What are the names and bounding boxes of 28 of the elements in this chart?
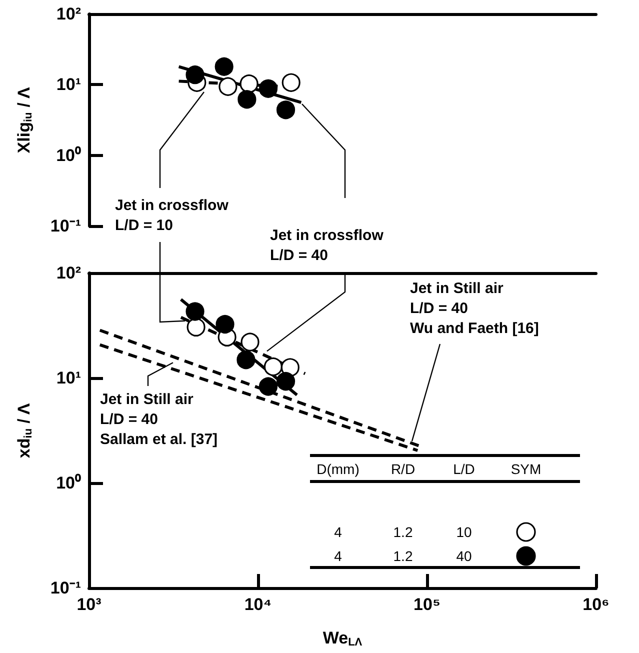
x-tick-label: 10⁴ bbox=[244, 595, 272, 614]
annotation: 40 bbox=[456, 548, 472, 564]
annotation: Jet in Still air L/D = 40 Sallam et al. [37] bbox=[100, 390, 218, 450]
y-tick-label: 10¹ bbox=[56, 368, 82, 388]
annotation: 1.2 bbox=[393, 524, 413, 540]
annotation: L/D bbox=[453, 461, 475, 477]
annotation: 4 bbox=[334, 548, 342, 564]
y-tick-label: 10² bbox=[56, 4, 82, 24]
y-axis-title: xdiu / Λ bbox=[14, 402, 34, 458]
annotation: Jet in Still air L/D = 40 Wu and Faeth [16] bbox=[410, 279, 539, 339]
x-tick-label: 10⁶ bbox=[582, 595, 610, 614]
annotation: D(mm) bbox=[316, 461, 360, 477]
annotation: Jet in crossflow L/D = 10 bbox=[115, 196, 228, 236]
y-tick-label: 10⁻¹ bbox=[50, 578, 82, 598]
annotation: R/D bbox=[390, 461, 416, 477]
annotation: SYM bbox=[510, 461, 542, 477]
annotation: Jet in crossflow L/D = 40 bbox=[270, 226, 384, 266]
annotation: 10 bbox=[456, 524, 472, 540]
x-tick-label: 10⁵ bbox=[414, 595, 440, 614]
y-tick-label: 10¹ bbox=[56, 75, 82, 94]
y-tick-label: 10⁻¹ bbox=[50, 216, 82, 236]
y-tick-label: 10⁰ bbox=[56, 146, 81, 165]
x-tick-label: 10³ bbox=[76, 595, 102, 614]
annotation: 4 bbox=[334, 524, 342, 540]
annotation: 1.2 bbox=[393, 548, 413, 564]
y-axis-title: Xligiu / Λ bbox=[14, 86, 34, 154]
y-tick-label: 10² bbox=[56, 264, 82, 282]
y-tick-label: 10⁰ bbox=[56, 474, 81, 492]
